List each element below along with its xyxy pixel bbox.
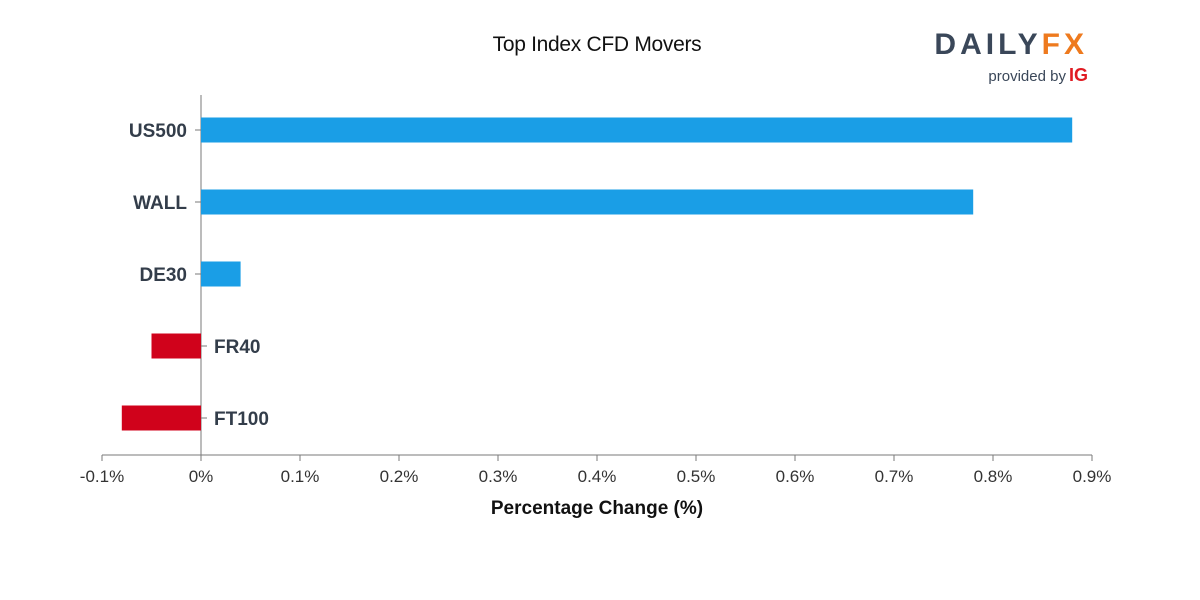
bar-fr40	[151, 333, 201, 359]
x-tick-label: 0.7%	[875, 467, 914, 486]
x-tick-label: 0.6%	[776, 467, 815, 486]
x-tick-label: 0.2%	[380, 467, 419, 486]
x-tick-label: 0.1%	[281, 467, 320, 486]
x-tick-label: 0.3%	[479, 467, 518, 486]
category-label-ft100: FT100	[214, 409, 269, 430]
logo-wordmark: DAILYFX	[934, 28, 1088, 62]
dailyfx-logo: DAILYFX provided by IG	[930, 28, 1090, 88]
logo-daily-text: DAILY	[934, 28, 1042, 61]
x-tick-label: 0.5%	[677, 467, 716, 486]
x-tick-label: 0.8%	[974, 467, 1013, 486]
category-label-wall: WALL	[133, 193, 187, 214]
bar-de30	[201, 261, 241, 287]
ig-brand-text: IG	[1068, 65, 1088, 85]
x-tick-label: 0.9%	[1073, 467, 1112, 486]
x-tick-label: 0.4%	[578, 467, 617, 486]
category-label-fr40: FR40	[214, 337, 260, 358]
logo-provided-by: provided by IG	[988, 65, 1088, 86]
bar-ft100	[121, 405, 201, 431]
logo-fx-text: FX	[1041, 28, 1088, 61]
x-axis-title: Percentage Change (%)	[491, 498, 703, 519]
provided-by-text: provided by	[988, 68, 1066, 85]
category-label-us500: US500	[129, 121, 187, 142]
bar-us500	[201, 117, 1073, 143]
bar-wall	[201, 189, 974, 215]
x-tick-label: -0.1%	[80, 467, 124, 486]
x-tick-label: 0%	[189, 467, 214, 486]
category-label-de30: DE30	[139, 265, 187, 286]
chart-title: Top Index CFD Movers	[492, 33, 702, 56]
